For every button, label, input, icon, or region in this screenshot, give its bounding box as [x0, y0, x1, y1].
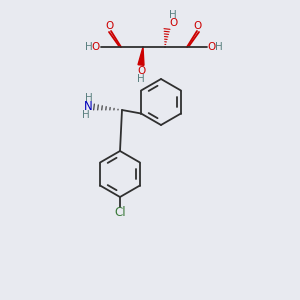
Text: O: O	[169, 18, 177, 28]
Text: H: H	[215, 42, 223, 52]
Text: O: O	[137, 66, 145, 76]
Text: H: H	[169, 10, 177, 20]
Text: O: O	[92, 42, 100, 52]
Text: N: N	[84, 100, 92, 113]
Text: H: H	[82, 110, 90, 120]
Text: H: H	[85, 42, 93, 52]
Text: H: H	[137, 74, 145, 84]
Polygon shape	[138, 47, 144, 65]
Text: H: H	[85, 93, 93, 103]
Text: O: O	[106, 21, 114, 31]
Text: O: O	[194, 21, 202, 31]
Text: Cl: Cl	[114, 206, 126, 220]
Text: O: O	[208, 42, 216, 52]
